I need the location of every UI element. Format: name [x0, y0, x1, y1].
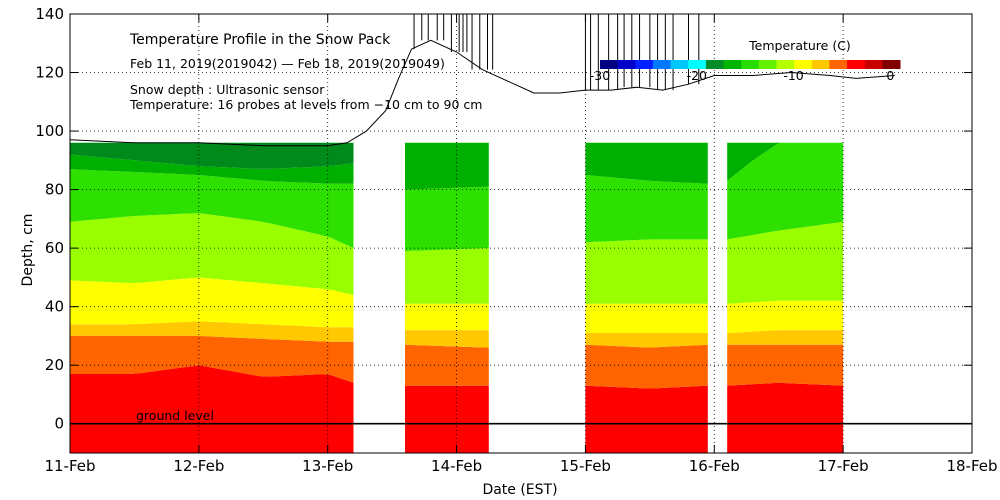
temperature-band	[405, 385, 489, 453]
y-tick-label: 60	[45, 239, 64, 257]
grid-lines	[69, 13, 973, 453]
colorbar-swatch	[847, 60, 866, 69]
x-tick-label: 14-Feb	[431, 457, 482, 475]
plot-fills	[70, 142, 844, 453]
temperature-band	[70, 154, 354, 184]
temperature-band	[70, 335, 354, 383]
temperature-band	[405, 248, 489, 304]
colorbar-tick-label: -30	[590, 68, 610, 83]
colorbar-title: Temperature (C)	[748, 38, 851, 53]
temperature-band	[727, 382, 844, 453]
temperature-band	[405, 330, 489, 348]
colorbar-swatch	[670, 60, 689, 69]
y-tick-label: 0	[54, 415, 64, 433]
colorbar: Temperature (C) -30 -20 -10 0	[590, 38, 901, 83]
colorbar-swatch	[688, 60, 707, 69]
colorbar-swatch	[794, 60, 813, 69]
chart-title: Temperature Profile in the Snow Pack	[129, 32, 391, 48]
colorbar-swatch	[705, 60, 724, 69]
colorbar-swatch	[741, 60, 760, 69]
temperature-band	[585, 385, 708, 453]
temperature-band	[405, 142, 489, 190]
note-temperature: Temperature: 16 probes at levels from −1…	[129, 97, 482, 112]
temperature-band	[727, 142, 844, 181]
temperature-band	[727, 142, 844, 240]
y-tick-label: 140	[35, 5, 64, 23]
temperature-band	[70, 365, 354, 453]
snow-depth-line	[69, 39, 895, 147]
x-tick-label: 12-Feb	[173, 457, 224, 475]
x-tick-label: 11-Feb	[44, 457, 95, 475]
temperature-band	[585, 175, 708, 243]
colorbar-swatch	[723, 60, 742, 69]
snow-depth-line-group	[69, 14, 895, 147]
x-tick-label: 16-Feb	[689, 457, 740, 475]
colorbar-swatch	[882, 60, 901, 69]
plot-frame	[69, 13, 973, 454]
y-tick-label: 120	[35, 64, 64, 82]
colorbar-swatch	[635, 60, 654, 69]
y-tick-label: 80	[45, 181, 64, 199]
colorbar-swatch	[617, 60, 636, 69]
temperature-band	[585, 142, 708, 184]
colorbar-swatch	[829, 60, 848, 69]
temperature-band	[70, 142, 354, 169]
y-tick-label: 100	[35, 122, 64, 140]
x-ticks: 11-Feb 12-Feb 13-Feb 14-Feb 15-Feb 16-Feb 17-F…	[44, 14, 998, 475]
y-tick-label: 20	[45, 356, 64, 374]
temperature-band	[405, 303, 489, 331]
temperature-band	[70, 321, 354, 342]
colorbar-swatch	[776, 60, 795, 69]
colorbar-swatch	[600, 60, 619, 69]
x-tick-label: 15-Feb	[560, 457, 611, 475]
temperature-band	[405, 186, 489, 252]
y-axis-label: Depth, cm	[20, 214, 36, 287]
temperature-band	[727, 300, 844, 333]
x-tick-label: 17-Feb	[818, 457, 869, 475]
temperature-band	[585, 333, 708, 348]
temperature-band	[70, 213, 354, 295]
temperature-band	[727, 330, 844, 345]
x-tick-label: 13-Feb	[302, 457, 353, 475]
y-tick-label: 40	[45, 298, 64, 316]
colorbar-tick-label: 0	[886, 68, 894, 83]
colorbar-swatch	[811, 60, 830, 69]
temperature-band	[727, 344, 844, 386]
temperature-band	[585, 239, 708, 304]
x-tick-label: 18-Feb	[946, 457, 997, 475]
colorbar-tick-label: -20	[687, 68, 707, 83]
colorbar-tick-label: -10	[783, 68, 803, 83]
ground-level-label: ground level	[136, 408, 214, 423]
note-snow-depth: Snow depth : Ultrasonic sensor	[130, 82, 325, 97]
x-axis-label: Date (EST)	[482, 482, 557, 498]
chart-subtitle: Feb 11, 2019(2019042) — Feb 18, 2019(201…	[130, 56, 445, 71]
temperature-band	[727, 221, 844, 304]
colorbar-swatch	[652, 60, 671, 69]
temperature-band	[585, 344, 708, 389]
y-ticks: 0 20 40 60 80 100 120 140	[35, 5, 972, 433]
colorbar-swatch	[864, 60, 883, 69]
temperature-band	[70, 169, 354, 249]
temperature-band	[70, 277, 354, 328]
colorbar-swatch	[758, 60, 777, 69]
temperature-band	[585, 303, 708, 333]
